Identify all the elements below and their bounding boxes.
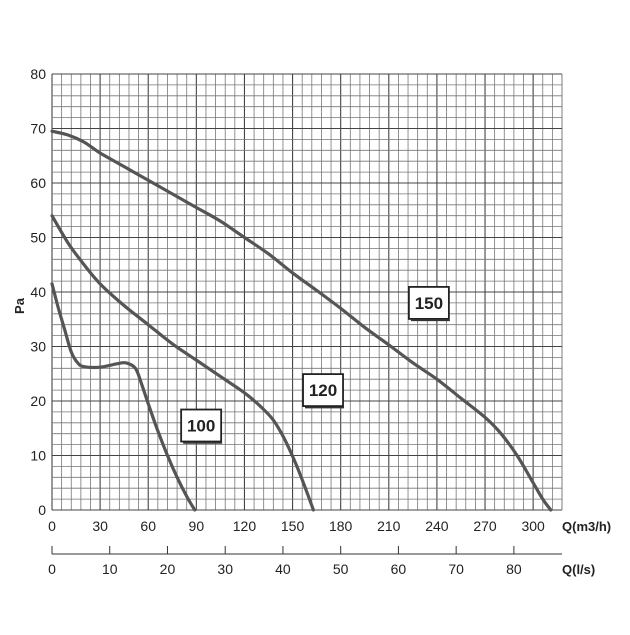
x-tick-label: 210	[377, 518, 401, 534]
y-tick-label: 20	[30, 393, 46, 409]
x2-axis-label: Q(l/s)	[562, 562, 595, 577]
x2-tick-label: 60	[391, 561, 407, 577]
y-tick-label: 0	[38, 502, 46, 518]
x2-tick-label: 10	[102, 561, 118, 577]
curve-label-100: 100	[187, 417, 215, 436]
curve-150	[50, 129, 553, 512]
x-tick-label: 270	[473, 518, 497, 534]
y-tick-label: 30	[30, 339, 46, 355]
y-axis-label: Pa	[12, 297, 27, 314]
x-tick-label: 0	[48, 518, 56, 534]
y-tick-label: 50	[30, 230, 46, 246]
x2-tick-label: 20	[160, 561, 176, 577]
x2-tick-label: 40	[275, 561, 291, 577]
label-box-150	[407, 285, 450, 320]
curve-label-120: 120	[309, 381, 337, 400]
annotations: 150 120 100	[180, 285, 450, 444]
y-tick-label: 10	[30, 448, 46, 464]
y-tick-label: 70	[30, 121, 46, 137]
label-box-100	[180, 408, 223, 443]
x-tick-label: 150	[281, 518, 305, 534]
x-tick-label: 120	[233, 518, 257, 534]
y-axis: 0 10 20 30 40 50 60 70 80	[30, 66, 46, 518]
x-tick-label: 240	[425, 518, 449, 534]
y-tick-label: 40	[30, 284, 46, 300]
y-tick-label: 60	[30, 175, 46, 191]
x-axis-label: Q(m3/h)	[562, 519, 611, 534]
curve-label-150: 150	[415, 294, 443, 313]
x-tick-label: 30	[92, 518, 108, 534]
x2-tick-label: 30	[217, 561, 233, 577]
x2-tick-label: 70	[448, 561, 464, 577]
x-tick-label: 180	[329, 518, 353, 534]
label-box-120	[302, 373, 344, 408]
x2-tick-label: 80	[506, 561, 522, 577]
curve-100	[50, 282, 197, 512]
x2-tick-label: 50	[333, 561, 349, 577]
y-tick-label: 80	[30, 66, 46, 82]
x-axis-m3h: 0 30 60 90 120 150 180 210 240 270 300	[48, 518, 545, 534]
x-axis-ls: 0 10 20 30 40 50 60 70 80	[48, 546, 562, 577]
x-tick-label: 90	[189, 518, 205, 534]
curve-120	[50, 214, 316, 512]
grid	[51, 73, 563, 511]
x-tick-label: 300	[521, 518, 545, 534]
curves	[50, 129, 553, 512]
x2-tick-label: 0	[48, 561, 56, 577]
x-tick-label: 60	[140, 518, 156, 534]
